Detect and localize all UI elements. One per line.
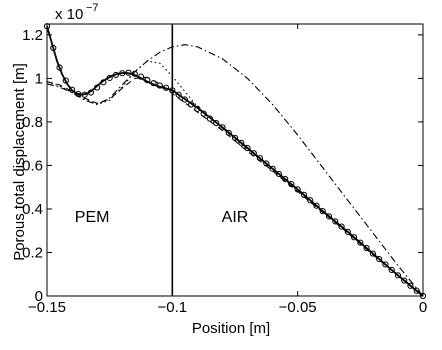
y-tick-label: 1.2 (22, 27, 43, 44)
y-tick-label: 0 (35, 288, 43, 305)
data-point-marker (382, 261, 389, 268)
data-point-marker (162, 84, 170, 91)
y-multiplier-base: x 10 (55, 6, 83, 23)
x-tick-label: −0.1 (158, 299, 188, 316)
data-point-marker (369, 250, 376, 257)
data-point-marker (238, 139, 245, 146)
y-axis-label: Porous total displacement [m] (11, 63, 28, 261)
data-point-marker (175, 91, 182, 98)
data-point-marker (244, 144, 251, 152)
series-layer (43, 23, 427, 300)
y-tick-label: 1 (35, 70, 43, 87)
x-tick-label: 0 (419, 299, 427, 316)
data-point-marker (56, 64, 63, 71)
data-point-marker (394, 272, 402, 279)
region-label-air: AIR (222, 209, 249, 226)
ticks-layer: −0.15 −0.1 −0.05 0 0 0.2 0.4 0.6 0.8 1 1.2 (22, 24, 427, 316)
data-point-marker (357, 239, 364, 246)
series-line-dashdot (46, 44, 424, 297)
series-line-dashed (46, 76, 424, 297)
data-point-marker (401, 277, 408, 284)
y-multiplier-exponent: −7 (86, 2, 99, 14)
data-point-marker (319, 208, 326, 215)
y-tick-label: 0.6 (22, 157, 43, 174)
data-point-marker (100, 79, 107, 86)
data-point-marker (344, 228, 351, 235)
data-point-marker (106, 74, 113, 82)
series-line-solid (46, 25, 424, 297)
y-multiplier: x 10 −7 (55, 2, 99, 23)
data-point-marker (87, 89, 94, 96)
data-point-marker (388, 266, 395, 273)
data-point-marker (81, 91, 88, 98)
data-point-marker (62, 77, 69, 84)
data-point-marker (181, 96, 188, 103)
data-point-marker (188, 101, 195, 108)
y-tick-label: 0.2 (22, 244, 43, 261)
data-point-marker (325, 213, 333, 220)
data-point-marker (213, 119, 220, 127)
axes-box (46, 23, 424, 297)
series-line-dotted (46, 60, 424, 297)
data-point-marker (376, 255, 383, 263)
data-point-marker (313, 202, 320, 209)
data-point-marker (50, 44, 57, 52)
x-tick-label: −0.15 (28, 299, 66, 316)
data-point-marker (94, 84, 101, 91)
data-point-marker (112, 71, 120, 79)
data-point-marker (363, 245, 370, 252)
series-markers (43, 23, 427, 300)
data-point-marker (350, 234, 358, 241)
y-tick-label: 0.8 (22, 114, 43, 131)
data-point-marker (137, 73, 145, 80)
y-tick-label: 0.4 (22, 201, 43, 218)
x-tick-label: −0.05 (279, 299, 317, 316)
data-point-marker (119, 70, 126, 77)
region-label-pem: PEM (75, 209, 110, 226)
data-point-marker (338, 223, 345, 230)
data-point-marker (125, 69, 132, 76)
data-point-marker (407, 282, 414, 289)
data-point-marker (332, 218, 339, 225)
x-axis-label: Position [m] (192, 320, 270, 337)
data-point-marker (206, 115, 214, 122)
